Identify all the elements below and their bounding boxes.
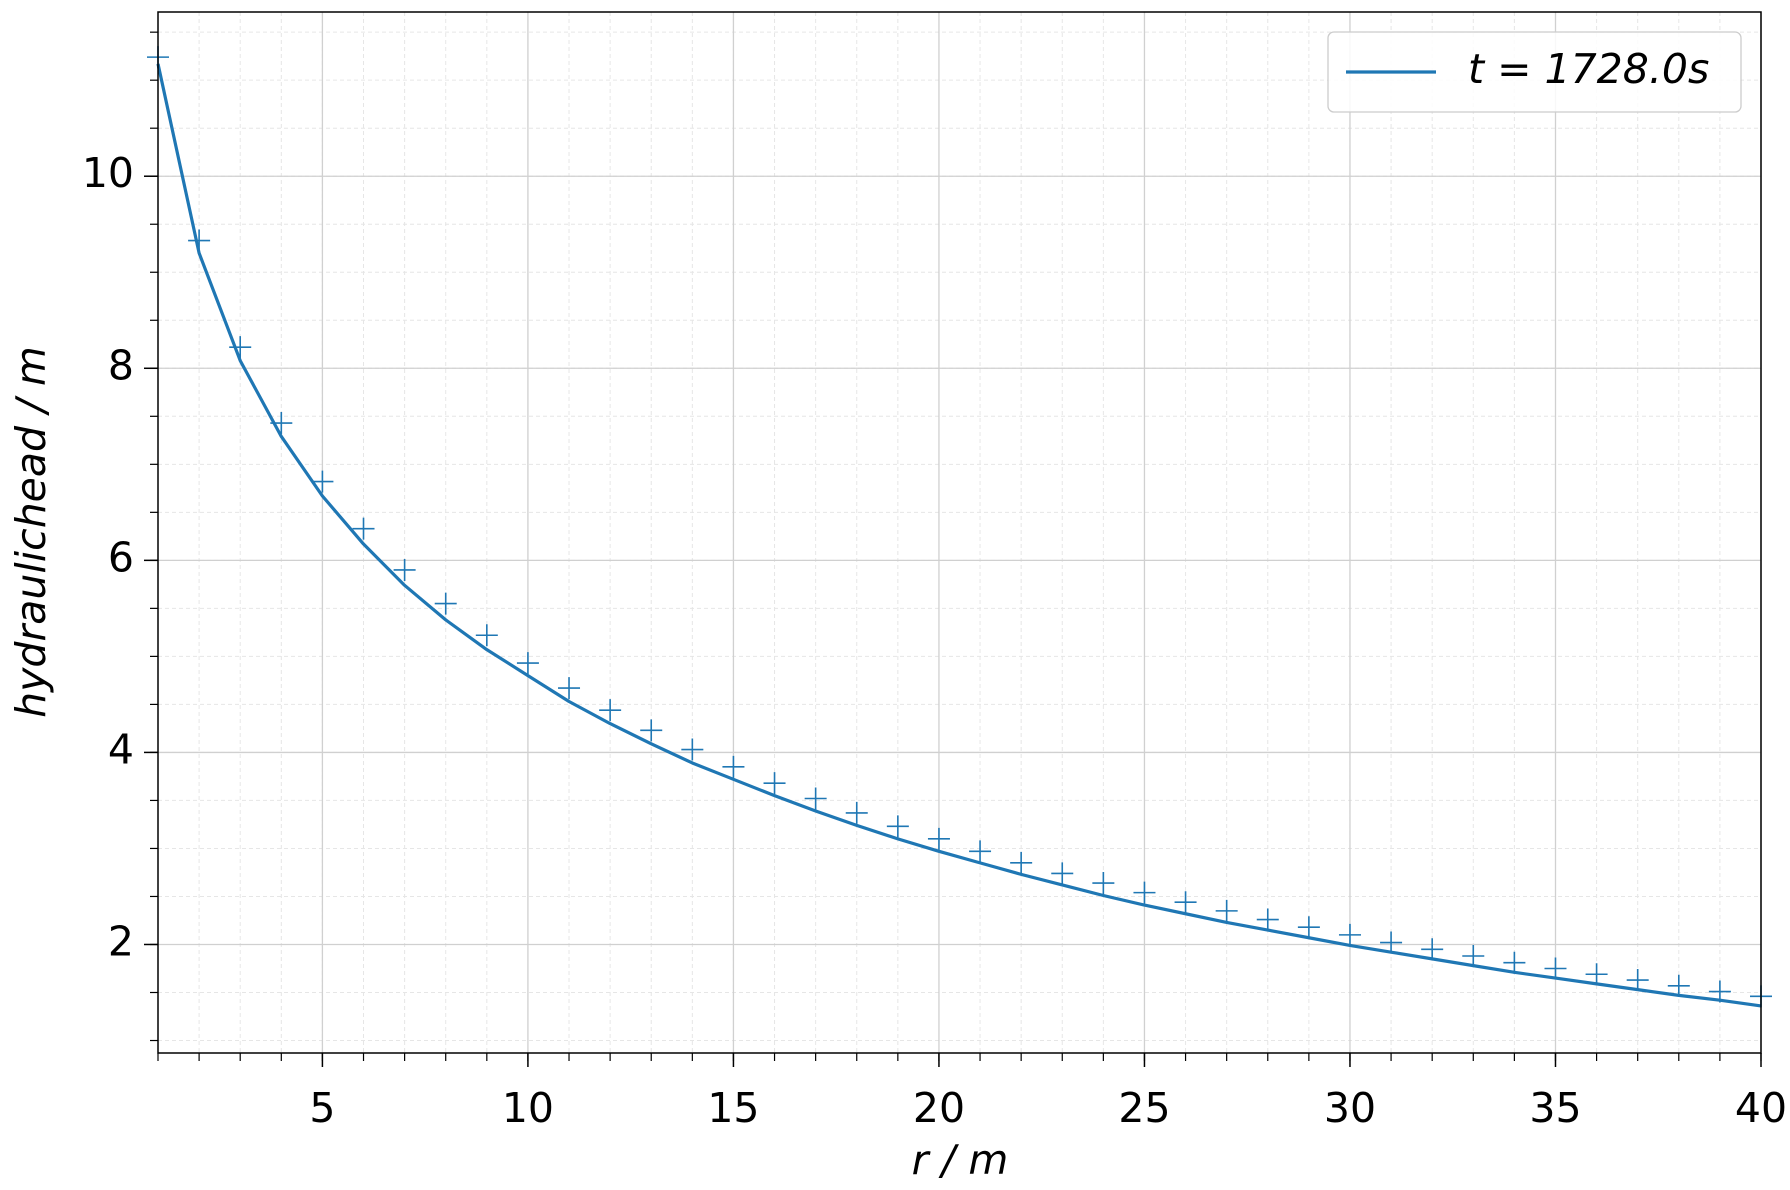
x-tick-label: 40: [1735, 1084, 1787, 1132]
plus-marker: [1503, 951, 1526, 974]
plot-frame: [157, 11, 1762, 1054]
plus-marker: [763, 772, 786, 795]
legend-label: t = 1728.0s: [1468, 45, 1709, 93]
plus-marker: [1667, 974, 1690, 997]
plus-marker: [1051, 862, 1074, 885]
plus-marker: [1544, 957, 1567, 980]
plus-marker: [886, 815, 909, 838]
x-axis-title: r / m: [912, 1136, 1009, 1184]
plus-marker: [1010, 851, 1033, 874]
plus-marker: [969, 840, 992, 863]
x-tick-label: 25: [1118, 1084, 1170, 1132]
plus-marker: [188, 229, 211, 252]
plus-marker: [1215, 899, 1238, 922]
plus-marker: [1174, 891, 1197, 914]
plus-marker: [599, 699, 622, 722]
plus-marker: [1338, 923, 1361, 946]
plus-marker: [1133, 881, 1156, 904]
plus-marker: [1380, 931, 1403, 954]
plus-marker: [845, 801, 868, 824]
plus-marker: [352, 517, 375, 540]
x-tick-label: 5: [309, 1084, 335, 1132]
plus-marker: [270, 412, 293, 435]
legend-box: [1327, 31, 1742, 113]
plus-marker: [927, 827, 950, 850]
y-tick-label: 10: [82, 149, 134, 197]
y-tick-label: 8: [108, 341, 134, 389]
plus-marker: [1626, 969, 1649, 992]
plus-marker: [804, 787, 827, 810]
legend: t = 1728.0s: [1327, 31, 1742, 113]
plus-marker: [311, 470, 334, 493]
plus-marker: [393, 558, 416, 581]
plus-marker: [434, 592, 457, 615]
y-tick-label: 6: [108, 533, 134, 581]
plus-marker: [516, 652, 539, 675]
plus-marker: [1256, 908, 1279, 931]
line: [156, 63, 1762, 1008]
y-tick-label: 4: [108, 725, 134, 773]
plus-marker: [229, 336, 252, 359]
plus-marker: [722, 755, 745, 778]
plus-marker: [1708, 980, 1731, 1003]
plus-marker: [1297, 916, 1320, 939]
plus-marker: [1462, 945, 1485, 968]
plus-marker: [558, 677, 581, 700]
plus-marker: [1585, 963, 1608, 986]
x-tick-label: 10: [502, 1084, 554, 1132]
y-tick-label: 2: [108, 917, 134, 965]
x-tick-label: 20: [913, 1084, 965, 1132]
plus-marker: [640, 719, 663, 742]
x-tick-label: 15: [707, 1084, 759, 1132]
plus-marker: [1421, 938, 1444, 961]
plus-marker: [1092, 872, 1115, 895]
plus-marker: [475, 624, 498, 647]
y-axis-title: hydraulichead / m: [7, 346, 55, 718]
plus-marker: [681, 738, 704, 761]
x-tick-label: 35: [1529, 1084, 1581, 1132]
x-tick-label: 30: [1324, 1084, 1376, 1132]
